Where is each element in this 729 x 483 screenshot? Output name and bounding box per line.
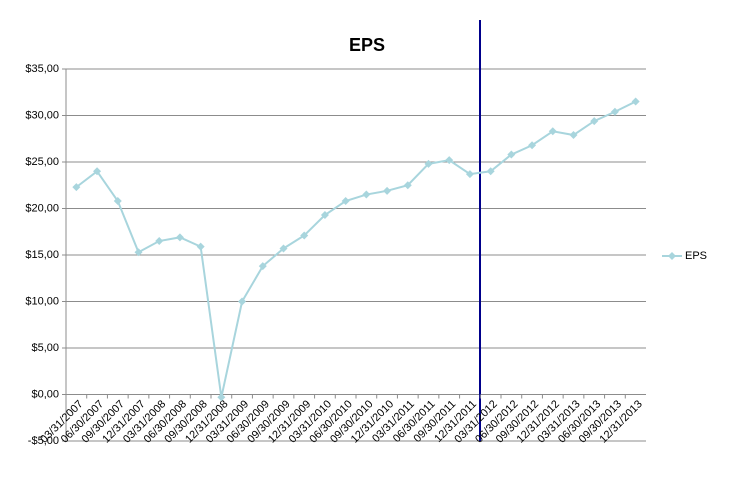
point-marker <box>569 131 578 140</box>
point-marker <box>362 190 371 199</box>
point-marker <box>238 297 247 306</box>
legend-label: EPS <box>685 250 707 262</box>
y-tick-label: $25,00 <box>25 156 59 168</box>
point-marker <box>548 127 557 136</box>
y-tick-label: $15,00 <box>25 249 59 261</box>
point-marker <box>486 167 495 176</box>
point-marker <box>610 107 619 116</box>
point-marker <box>465 170 474 179</box>
point-marker <box>424 159 433 168</box>
point-marker <box>300 231 309 240</box>
series-line <box>75 100 637 398</box>
point-marker <box>258 262 267 271</box>
point-marker <box>528 141 537 150</box>
y-tick-label: $10,00 <box>25 295 59 307</box>
point-marker <box>93 167 102 176</box>
point-marker <box>341 197 350 206</box>
legend-marker <box>668 252 676 260</box>
y-tick-label: -$5,00 <box>28 435 59 447</box>
point-marker <box>383 186 392 195</box>
point-marker <box>445 156 454 165</box>
point-marker <box>279 244 288 253</box>
point-marker <box>155 237 164 246</box>
y-tick-label: $30,00 <box>25 109 59 121</box>
point-marker <box>631 97 640 106</box>
point-marker <box>320 211 329 220</box>
point-marker <box>403 181 412 190</box>
point-marker <box>217 393 226 402</box>
chart-title: EPS <box>349 35 385 55</box>
point-marker <box>134 248 143 257</box>
point-marker <box>113 197 122 206</box>
point-marker <box>590 117 599 126</box>
point-marker <box>196 242 205 251</box>
point-marker <box>175 233 184 242</box>
y-tick-label: $35,00 <box>25 63 59 75</box>
y-tick-label: $5,00 <box>31 342 59 354</box>
point-marker <box>507 150 516 159</box>
y-tick-label: $20,00 <box>25 202 59 214</box>
y-tick-label: $0,00 <box>31 388 59 400</box>
point-marker <box>72 183 81 192</box>
